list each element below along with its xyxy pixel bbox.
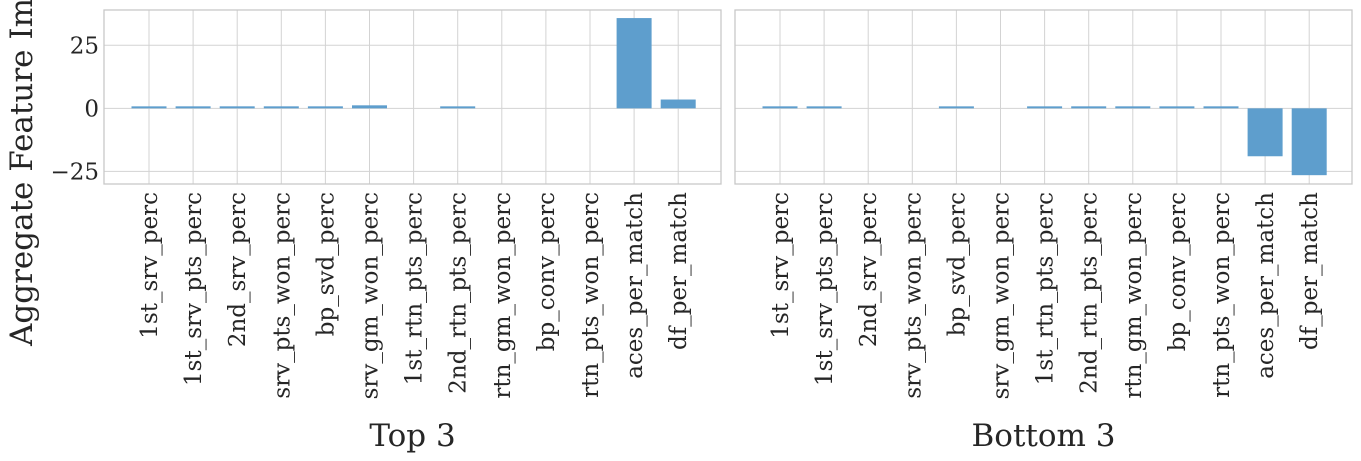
bar-2nd_srv_perc — [219, 106, 255, 109]
x-tick-label: 1st_rtn_pts_perc — [402, 192, 428, 385]
x-tick-label: srv_pts_won_perc — [269, 192, 295, 399]
x-tick-label: srv_pts_won_perc — [900, 192, 926, 399]
y-tick-label: −25 — [50, 159, 99, 185]
x-tick-label: aces_per_match — [622, 192, 648, 379]
bar-srv_pts_won_perc — [263, 106, 299, 109]
bar-srv_gm_won_perc — [352, 105, 387, 109]
x-tick-label: bp_conv_perc — [1165, 192, 1191, 351]
bar-2nd_rtn_pts_perc — [1071, 106, 1107, 109]
bar-bp_svd_perc — [307, 106, 343, 109]
x-tick-label: bp_svd_perc — [944, 192, 970, 336]
bar-1st_srv_perc — [762, 106, 798, 109]
panel-top-3: 25 0 −25 1st_srv_perc 1st_srv_pts_perc 2nd_sr… — [50, 9, 722, 454]
bar-1st_srv_pts_perc — [806, 106, 842, 109]
x-tick-label: 1st_srv_perc — [768, 192, 794, 339]
bar-2nd_rtn_pts_perc — [440, 106, 476, 109]
bar-1st_srv_pts_perc — [175, 106, 211, 109]
x-tick-label: df_per_match — [1297, 192, 1323, 350]
x-tick-label: rtn_gm_won_perc — [490, 192, 516, 399]
bar-rtn_gm_won_perc — [1115, 106, 1151, 109]
x-tick-label: 2nd_srv_perc — [856, 192, 882, 347]
x-tick-label: df_per_match — [666, 192, 692, 350]
x-tick-label: 2nd_rtn_pts_perc — [1077, 192, 1103, 394]
panel-x-label: Top 3 — [369, 418, 455, 454]
bar-bp_conv_perc — [1159, 106, 1195, 109]
bar-df_per_match — [660, 99, 696, 109]
panel-x-label: Bottom 3 — [972, 418, 1116, 454]
plot-frame — [734, 9, 1353, 185]
bar-df_per_match — [1291, 108, 1327, 176]
bar-1st_rtn_pts_perc — [1027, 106, 1063, 109]
plot-frame — [103, 9, 722, 185]
x-tick-label: srv_gm_won_perc — [358, 192, 384, 399]
x-tick-label: 2nd_srv_perc — [225, 192, 251, 347]
x-tick-label: 1st_srv_perc — [137, 192, 163, 339]
x-tick-label: rtn_pts_won_perc — [578, 192, 604, 398]
bar-bp_svd_perc — [938, 106, 974, 109]
x-tick-label: rtn_gm_won_perc — [1121, 192, 1147, 399]
x-tick-label: 1st_srv_pts_perc — [181, 192, 207, 386]
x-tick-label: rtn_pts_won_perc — [1209, 192, 1235, 398]
panel-bottom-3: 1st_srv_perc 1st_srv_pts_perc 2nd_srv_perc… — [734, 9, 1353, 454]
bar-aces_per_match — [616, 18, 652, 109]
x-tick-label: 1st_srv_pts_perc — [812, 192, 838, 386]
x-tick-label: bp_conv_perc — [534, 192, 560, 351]
x-tick-label: aces_per_match — [1253, 192, 1279, 379]
y-tick-label: 25 — [70, 33, 99, 59]
bar-aces_per_match — [1247, 108, 1283, 157]
x-tick-label: srv_gm_won_perc — [989, 192, 1015, 399]
x-tick-label: 2nd_rtn_pts_perc — [446, 192, 472, 394]
y-tick-label: 0 — [84, 96, 99, 122]
y-axis-label: Aggregate Feature Im — [4, 0, 40, 347]
x-tick-label: bp_svd_perc — [313, 192, 339, 336]
x-tick-label: 1st_rtn_pts_perc — [1033, 192, 1059, 385]
bar-rtn_pts_won_perc — [1203, 106, 1239, 109]
bar-1st_srv_perc — [131, 106, 167, 109]
